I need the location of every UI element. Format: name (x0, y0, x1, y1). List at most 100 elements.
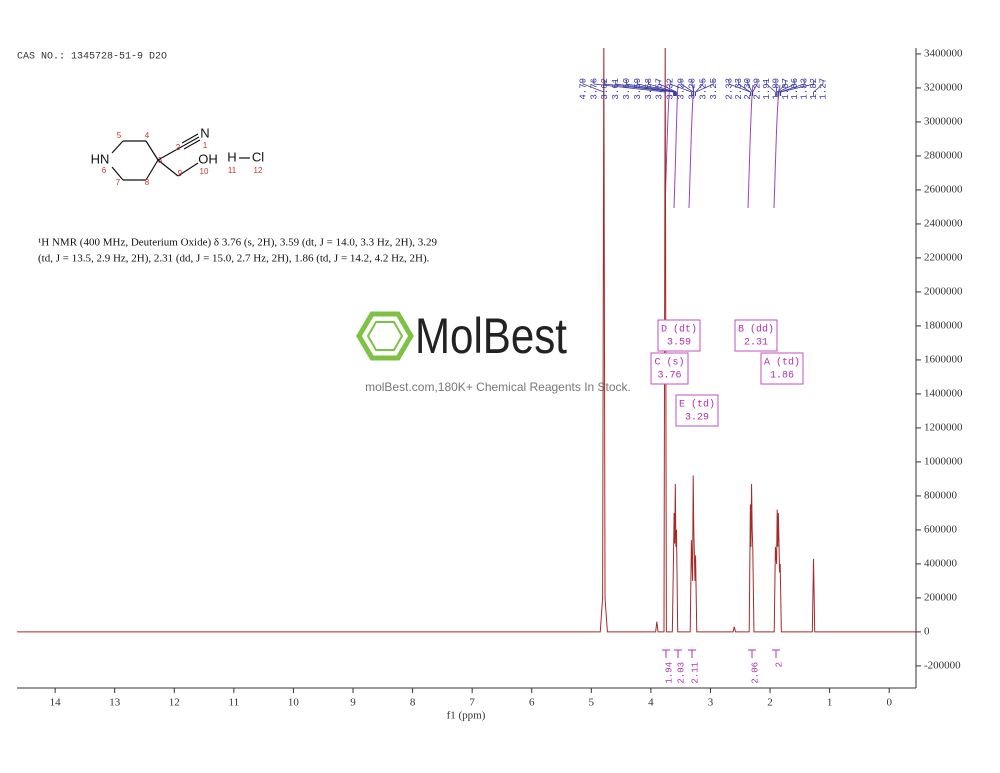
y-tick-label: 2200000 (924, 251, 963, 263)
x-tick-label: 2 (767, 697, 773, 709)
peak-label: 3.25 (709, 78, 719, 100)
atom-number: 1 (203, 141, 208, 150)
y-tick-label: 1400000 (924, 387, 963, 399)
peak-label: 3.59 (633, 78, 643, 100)
peak-connector (593, 80, 666, 96)
y-tick-label: 0 (924, 625, 930, 637)
atom-number: 3 (158, 156, 163, 165)
x-tick-label: 0 (886, 697, 892, 709)
multiplet-label: A (td) (764, 357, 800, 369)
integral-label: 2.06 (750, 662, 760, 684)
multiplet-box (650, 352, 689, 385)
x-tick-label: 11 (229, 697, 240, 709)
peak-label: 3.28 (687, 78, 697, 100)
peak-label: 3.57 (655, 78, 665, 100)
peak-connector (658, 80, 677, 96)
y-tick-label: 3000000 (924, 115, 963, 127)
atom-label: N (200, 125, 209, 140)
y-tick-label: 400000 (924, 557, 958, 569)
multiplet-shift: 3.59 (667, 338, 691, 349)
y-tick-label: 2000000 (924, 285, 963, 297)
atom-label: HN (91, 151, 110, 166)
x-tick-label: 6 (529, 697, 535, 709)
peak-connector (695, 80, 715, 96)
x-tick-label: 14 (50, 697, 62, 709)
x-tick-label: 9 (350, 697, 356, 709)
plot: 14 13 12 11 10 9 8 7 6 5 4 3 2 1 0-2000000200000400000… (17, 47, 963, 709)
integral-label: 2 (774, 662, 784, 667)
atom-number: 7 (116, 178, 121, 187)
y-tick-label: 600000 (924, 523, 958, 535)
x-tick-label: 13 (109, 697, 121, 709)
peak-connector (766, 80, 776, 96)
nmr-description: ¹H NMR (400 MHz, Deuterium Oxide) δ 3.76… (38, 237, 438, 249)
peak-labels: 4.79 3.76 3.62 3.61 3.60 3.59 3.58 3.57 3.32 3.29… (578, 78, 828, 100)
multiplet-label: E (td) (679, 399, 715, 411)
multiplet-box (675, 394, 719, 427)
x-tick-label: 8 (410, 697, 416, 709)
peak-label: 2.33 (724, 78, 734, 100)
peak-connector (813, 80, 824, 96)
y-tick-label: 200000 (924, 591, 958, 603)
molecule-bonds (111, 133, 250, 181)
peak-label: 3.58 (644, 78, 654, 100)
atom-number: 12 (254, 166, 263, 175)
peak-label: 1.27 (818, 78, 828, 100)
peak-label: 3.62 (600, 78, 610, 100)
peak-label: 4.79 (578, 78, 588, 100)
watermark-brand: MolBest (415, 308, 567, 364)
peak-label: 3.76 (589, 78, 599, 100)
peak-label: 1.91 (762, 78, 772, 100)
multiplet-label: B (dd) (738, 324, 774, 336)
y-tick-label: 3200000 (924, 81, 963, 93)
multiplet-shift: 3.76 (657, 371, 681, 382)
peak-connector (775, 80, 777, 96)
watermark-logo (356, 311, 414, 361)
atom-number: 8 (145, 178, 150, 187)
peak-connector (604, 80, 674, 96)
peak-connector (779, 80, 805, 96)
x-tick-label: 10 (288, 697, 300, 709)
peak-label: 1.82 (809, 78, 819, 100)
integral-bracket (748, 649, 756, 658)
x-tick-label: 5 (589, 697, 595, 709)
peak-label: 3.61 (611, 78, 621, 100)
atom-label: OH (198, 151, 218, 166)
peak-connector (777, 80, 786, 96)
peak-connector (691, 80, 695, 96)
peak-label: 3.29 (676, 78, 686, 100)
atom-number: 10 (200, 167, 209, 176)
peak-connector (752, 80, 758, 96)
atom-number: 11 (228, 166, 237, 175)
y-tick-label: 1000000 (924, 455, 963, 467)
x-tick-label: 12 (169, 697, 180, 709)
y-tick-label: 1200000 (924, 421, 963, 433)
integral-label: 2.11 (690, 662, 700, 684)
x-tick-label: 3 (708, 697, 714, 709)
integral-bracket (674, 649, 682, 658)
nmr-description: (td, J = 13.5, 2.9 Hz, 2H), 2.31 (dd, J … (38, 253, 430, 265)
atom-number: 2 (176, 143, 181, 152)
atom-number: 4 (145, 131, 150, 140)
integral-label: 2.03 (676, 662, 686, 684)
x-tick-label: 7 (469, 697, 475, 709)
y-tick-label: 1800000 (924, 319, 963, 331)
peak-label: 3.60 (622, 78, 632, 100)
multiplet-box (760, 352, 804, 385)
integral-label: 1.94 (664, 662, 674, 684)
peak-connector (626, 80, 676, 96)
multiplet-label: C (s) (654, 357, 684, 369)
peak-connector (747, 80, 753, 96)
multiplet-label: D (dt) (661, 324, 697, 336)
multiplet-box (734, 319, 778, 352)
integral-bracket (662, 649, 670, 658)
y-tick-label: 3400000 (924, 47, 963, 59)
peak-connector (615, 80, 675, 96)
spectrum-line (17, 48, 916, 633)
integral-bracket (772, 649, 780, 658)
multiplet-shift: 2.31 (744, 338, 768, 349)
atom-number: 5 (117, 131, 122, 140)
